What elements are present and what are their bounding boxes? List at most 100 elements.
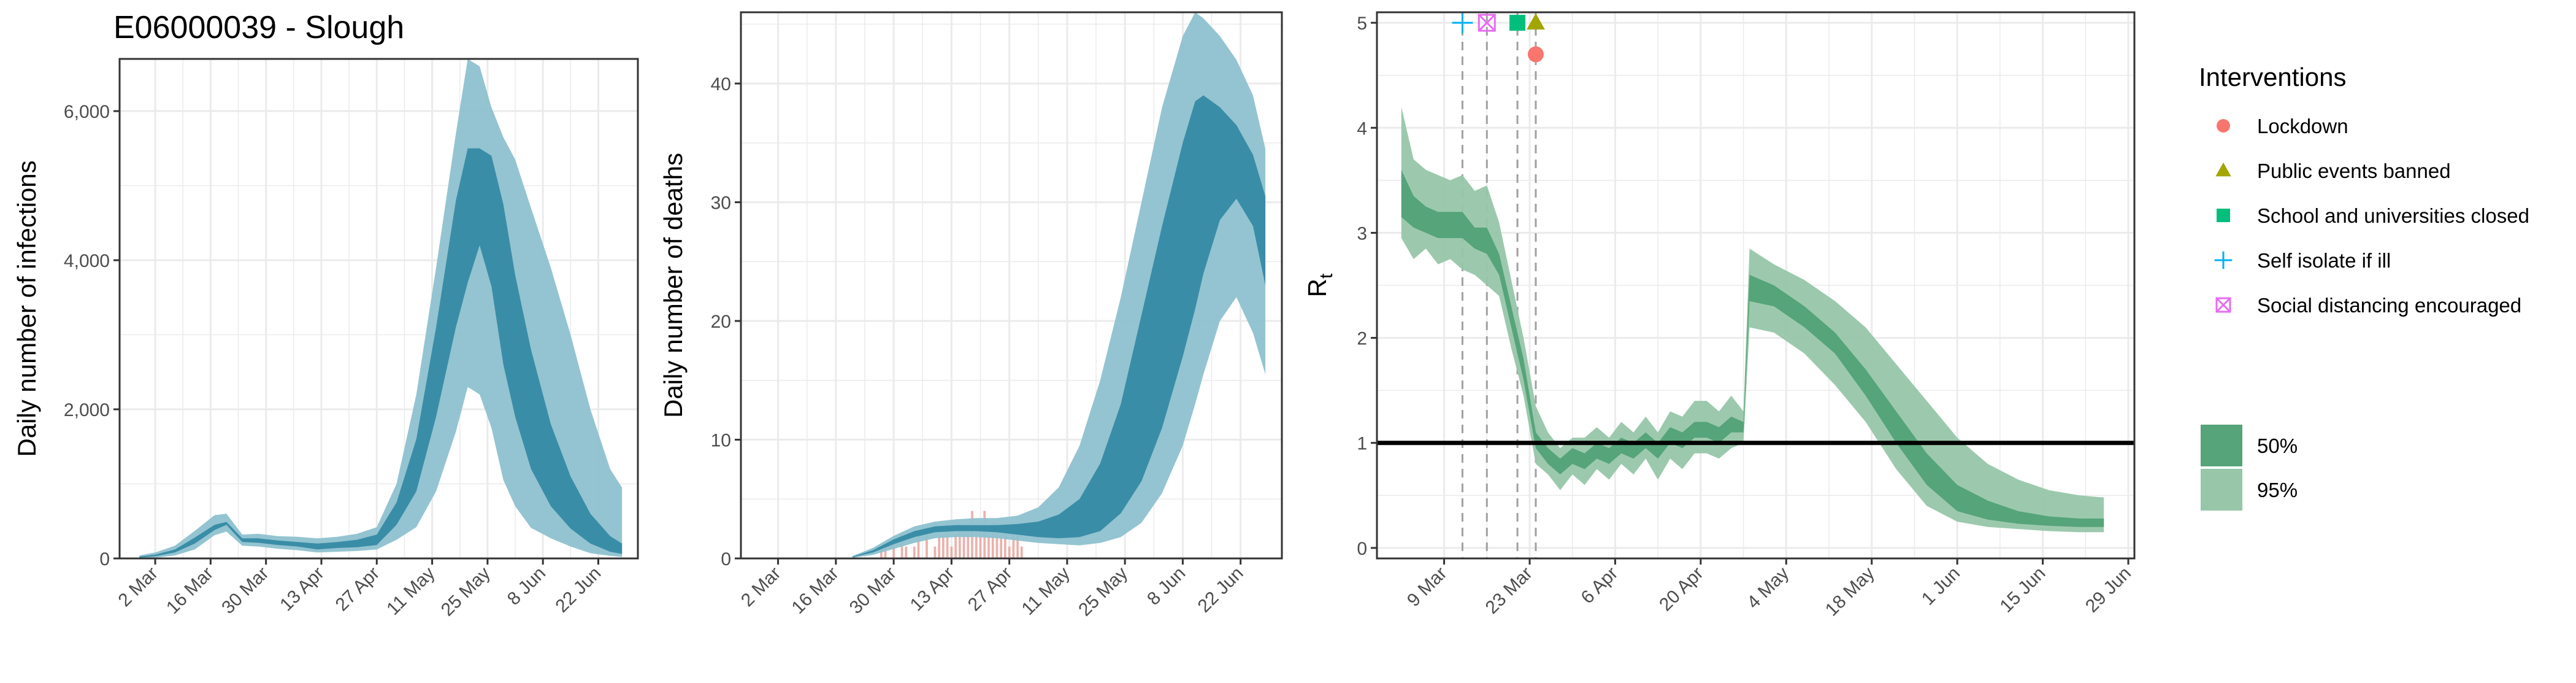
y-tick-label: 4,000 (64, 251, 110, 271)
x-tick-label: 27 Apr (964, 563, 1016, 615)
observed-death-bar (975, 522, 978, 558)
legend-item: Social distancing encouraged (2215, 294, 2521, 317)
legend-ci-item: 95% (2201, 469, 2298, 511)
x-tick-label: 13 Apr (907, 563, 959, 615)
x-tick-label: 25 May (1075, 563, 1132, 620)
observed-death-bar (991, 522, 994, 558)
y-tick-label: 1 (1357, 434, 1367, 454)
legend-ci-swatch (2201, 469, 2242, 511)
panel-border (740, 11, 1283, 560)
y-tick-label: 2,000 (64, 400, 110, 420)
y-tick-label: 0 (721, 549, 731, 569)
y-axis-title: Daily number of deaths (659, 153, 688, 418)
plot-area (1377, 12, 2134, 558)
observed-death-bar (1016, 534, 1019, 558)
y-tick-label: 6,000 (64, 102, 110, 122)
legend-item-label: Self isolate if ill (2257, 249, 2391, 272)
x-tick-label: 22 Jun (551, 563, 605, 617)
x-tick-label: 29 Jun (2082, 563, 2135, 617)
x-tick-label: 1 Jun (1918, 563, 1964, 609)
y-tick-label: 10 (711, 431, 731, 451)
observed-death-bar (967, 534, 970, 558)
legend-title: Interventions (2199, 63, 2346, 91)
circle-glyph (1527, 46, 1544, 63)
ci-95-band (1401, 107, 2104, 533)
square-glyph (2217, 209, 2230, 222)
y-tick-label: 5 (1357, 14, 1367, 34)
y-axis-title-subscript: t (1316, 273, 1336, 279)
x-tick-label: 20 Apr (1655, 563, 1708, 615)
observed-death-bar (917, 534, 920, 558)
x-tick-label: 25 May (437, 563, 494, 620)
y-axis-title-text: Daily number of infections (12, 160, 41, 457)
circle-glyph (2217, 119, 2230, 133)
y-tick-label: 4 (1357, 118, 1367, 139)
observed-death-bar (926, 534, 928, 558)
x-tick-label: 6 Apr (1577, 563, 1622, 608)
intervention-marker-triangle (1527, 13, 1545, 30)
observed-death-bar (995, 522, 999, 558)
x-tick-label: 8 Jun (1143, 563, 1189, 609)
legend-item: Public events banned (2215, 160, 2451, 182)
x-tick-label: 18 May (1822, 563, 1879, 620)
observed-death-bar (946, 522, 949, 558)
observed-death-bar (905, 546, 908, 558)
legend-item-label: Social distancing encouraged (2257, 294, 2521, 317)
panel-deaths: 0 10 20 30 40 2 Mar 16 Mar 30 Mar 13 Apr 27 Apr 11… (659, 11, 1283, 620)
triangle-glyph (2215, 162, 2231, 177)
y-axis-title-text: Daily number of deaths (659, 153, 688, 418)
intervention-marker-square (1509, 15, 1526, 31)
observed-death-bar (962, 534, 965, 558)
boxx-glyph-x2 (1478, 14, 1496, 32)
boxx-glyph-x2 (2215, 297, 2231, 313)
observed-death-bar (1000, 534, 1003, 558)
legend-ci-label: 50% (2257, 434, 2298, 457)
panel-border (1376, 11, 2136, 560)
legend: Interventions Lockdown Public events banne… (2199, 63, 2529, 511)
ci-50-band (139, 148, 623, 558)
ci-95-band (139, 59, 623, 558)
x-tick-label: 27 Apr (332, 563, 384, 615)
observed-death-bar (979, 522, 982, 558)
observed-death-bar (900, 534, 903, 558)
intervention-marker-circle (1527, 46, 1544, 63)
observed-death-bar (1020, 546, 1023, 558)
plot-area (139, 59, 623, 558)
y-tick-label: 40 (711, 74, 731, 95)
y-tick-label: 3 (1357, 223, 1367, 244)
x-tick-label: 11 May (1018, 563, 1074, 619)
ci-95-band (852, 12, 1266, 558)
y-tick-label: 0 (1357, 539, 1367, 559)
panel-border (118, 58, 639, 560)
legend-ci-item: 50% (2201, 425, 2298, 466)
x-tick-label: 2 Mar (737, 563, 785, 611)
legend-item-label: Lockdown (2257, 115, 2348, 137)
legend-item: School and universities closed (2217, 204, 2529, 227)
observed-death-bar (933, 546, 937, 558)
x-tick-label: 13 Apr (276, 563, 328, 615)
y-axis-title: Rt (1303, 273, 1336, 297)
observed-death-bar (892, 546, 895, 558)
ci-50-band (852, 95, 1266, 558)
legend-item: Lockdown (2217, 115, 2348, 137)
legend-item-label: School and universities closed (2257, 204, 2529, 227)
square-glyph (1509, 15, 1526, 31)
x-tick-label: 23 Mar (1482, 563, 1536, 618)
y-tick-label: 20 (711, 312, 731, 332)
boxx-glyph-box (1478, 14, 1496, 32)
legend-ci-label: 95% (2257, 479, 2298, 501)
x-tick-label: 16 Mar (788, 563, 842, 618)
x-tick-label: 22 Jun (1194, 563, 1248, 617)
observed-death-bar (1008, 546, 1011, 558)
y-axis-title-text: R (1303, 279, 1332, 297)
observed-death-bar (884, 546, 887, 558)
x-tick-label: 30 Mar (846, 563, 900, 618)
x-tick-label: 30 Mar (218, 563, 272, 618)
observed-death-bar (950, 546, 953, 558)
x-tick-label: 4 May (1743, 563, 1793, 613)
x-tick-label: 9 Mar (1403, 563, 1451, 611)
observed-death-bar (954, 534, 957, 558)
legend-ci-swatch (2201, 425, 2242, 466)
